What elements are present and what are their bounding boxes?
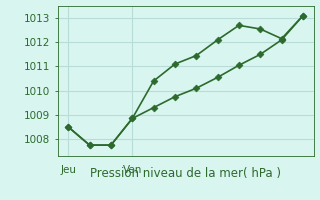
Text: Jeu: Jeu	[60, 165, 76, 175]
X-axis label: Pression niveau de la mer( hPa ): Pression niveau de la mer( hPa )	[90, 167, 281, 180]
Text: Ven: Ven	[123, 165, 142, 175]
